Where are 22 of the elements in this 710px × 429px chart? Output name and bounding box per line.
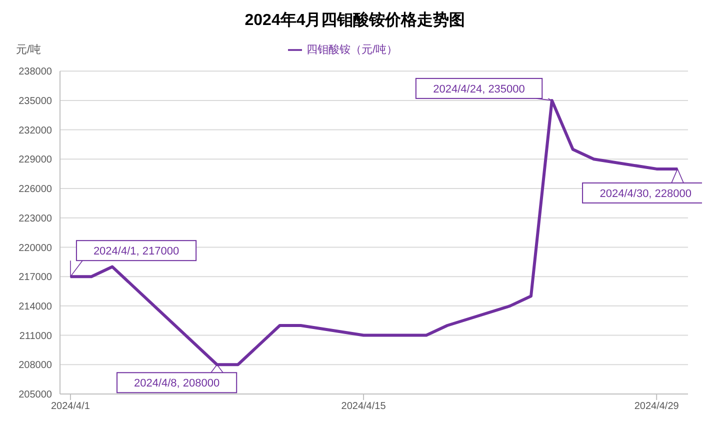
- annotation: 2024/4/1, 217000: [93, 246, 180, 258]
- x-tick-label: 2024/4/15: [341, 401, 386, 412]
- y-tick-label: 223000: [18, 213, 52, 224]
- y-tick-label: 229000: [18, 154, 52, 166]
- annotation: 2024/4/30, 228000: [600, 188, 692, 200]
- y-tick-label: 205000: [18, 390, 52, 401]
- y-tick-label: 220000: [18, 242, 52, 254]
- y-tick-label: 232000: [18, 125, 52, 136]
- annotation: 2024/4/8, 208000: [134, 378, 220, 390]
- y-tick-label: 214000: [18, 301, 52, 312]
- chart-title: 2024年4月四钼酸铵价格走势图: [244, 10, 466, 31]
- y-tick-label: 208000: [18, 360, 52, 372]
- y-tick-label: 238000: [18, 66, 52, 78]
- annotation: 2024/4/24, 235000: [433, 83, 525, 96]
- y-tick-label: 235000: [18, 96, 52, 107]
- y-tick-label: 226000: [18, 184, 52, 196]
- x-tick-label: 2024/4/1: [51, 401, 90, 412]
- y-tick-label: 217000: [18, 272, 52, 284]
- y-tick-label: 211000: [19, 330, 52, 342]
- legend-label: 四钼酸铵（元/吨）: [306, 44, 398, 56]
- y-axis-title: 元/吨: [16, 43, 42, 57]
- x-tick-label: 2024/4/29: [634, 401, 680, 412]
